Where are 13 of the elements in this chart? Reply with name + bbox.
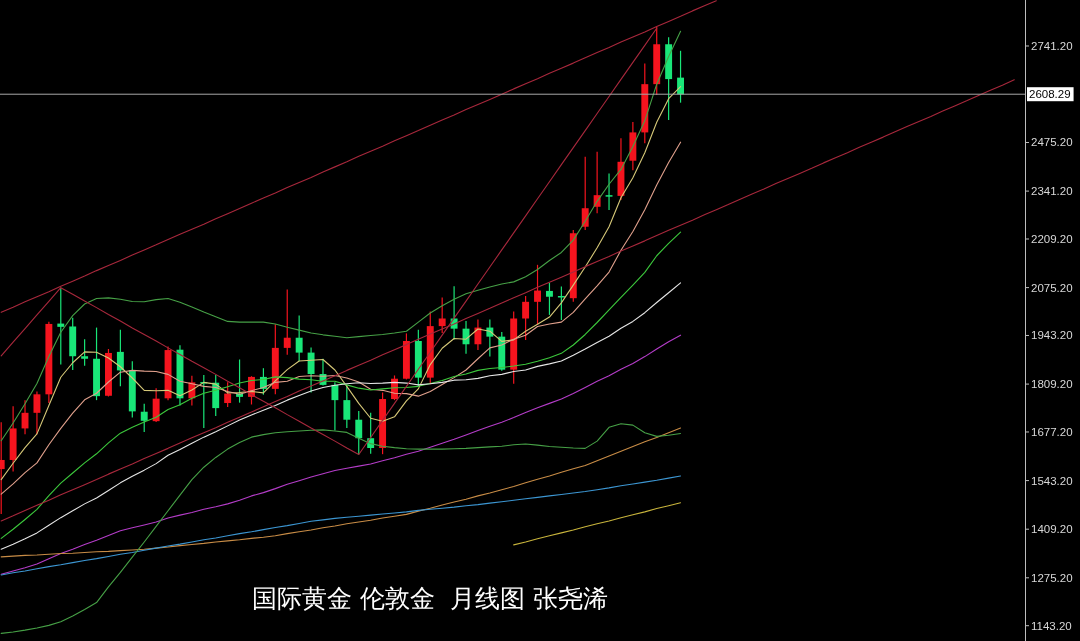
- ytick-label: 1543.20: [1031, 474, 1073, 487]
- title: 国际黄金 伦敦金 月线图 张尧浠: [251, 583, 609, 613]
- ytick-label: 2209.20: [1031, 233, 1073, 245]
- ytick-label: 2741.20: [1031, 40, 1073, 52]
- ytick-label: 2475.20: [1031, 136, 1073, 149]
- ytick-label: 2075.20: [1031, 281, 1073, 294]
- ytick-label: 1275.20: [1031, 571, 1073, 584]
- ytick-label: 1809.20: [1031, 378, 1073, 391]
- ytick-label: 1677.20: [1031, 426, 1073, 438]
- ytick-label: 2341.20: [1031, 185, 1073, 198]
- ytick-label: 1943.20: [1031, 329, 1073, 342]
- ytick-label: 1143.20: [1031, 619, 1072, 632]
- ytick-label: 1409.20: [1031, 523, 1073, 536]
